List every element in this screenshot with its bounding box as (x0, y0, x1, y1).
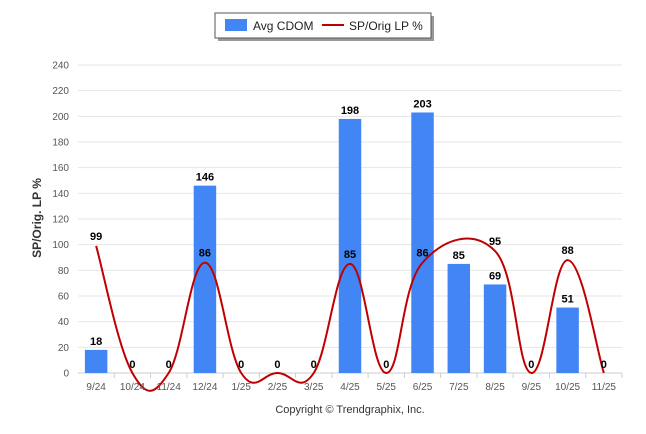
x-tick-label: 2/25 (268, 382, 288, 393)
bar-data-label: 0 (601, 359, 607, 371)
y-tick-label: 240 (52, 61, 69, 72)
line-data-label: 86 (199, 248, 211, 260)
y-axis-label: SP/Orig. LP % (30, 178, 44, 258)
bar-data-label: 69 (489, 270, 501, 282)
x-tick-label: 6/25 (413, 382, 433, 393)
bar-data-label: 18 (90, 336, 102, 348)
bar-data-label: 0 (383, 359, 389, 371)
x-tick-label: 10/24 (120, 382, 145, 393)
bar-data-label: 203 (413, 98, 431, 110)
bar-avg-cdom (411, 112, 434, 373)
bar-data-label: 0 (274, 359, 280, 371)
copyright-footer: Copyright © Trendgraphix, Inc. (275, 404, 424, 416)
legend-label-avg-cdom: Avg CDOM (253, 19, 313, 33)
bar-data-label: 0 (129, 359, 135, 371)
x-tick-label: 7/25 (449, 382, 469, 393)
line-series (95, 237, 605, 392)
bar-avg-cdom (193, 185, 217, 373)
bar-data-label: 0 (166, 359, 172, 371)
bar-series (84, 112, 579, 374)
y-tick-label: 180 (52, 138, 69, 149)
y-tick-label: 20 (58, 343, 70, 354)
legend-swatch-avg-cdom (225, 19, 247, 31)
line-data-label: 95 (489, 236, 501, 248)
bar-data-label: 85 (453, 250, 465, 262)
line-data-label: 99 (90, 231, 102, 243)
x-tick-label: 9/24 (86, 382, 106, 393)
line-data-label: 85 (344, 249, 356, 261)
y-tick-label: 0 (63, 369, 69, 380)
bar-avg-cdom (556, 307, 579, 373)
data-labels: 18 0 0 146 0 0 0 198 0 203 85 69 0 51 0 99 86 85 86 95 88 (90, 98, 607, 371)
y-tick-label: 40 (58, 317, 70, 328)
y-axis-ticks: 0 20 40 60 80 100 120 140 160 180 200 220 240 (52, 61, 69, 380)
x-tick-label: 10/25 (555, 382, 580, 393)
bar-data-label: 0 (311, 359, 317, 371)
y-tick-label: 160 (52, 163, 69, 174)
legend[interactable]: Avg CDOM SP/Orig LP % (214, 12, 434, 41)
bar-data-label: 51 (561, 294, 573, 306)
bar-data-label: 146 (196, 172, 214, 184)
legend-label-sp-orig-lp: SP/Orig LP % (349, 19, 423, 33)
bar-avg-cdom (338, 118, 362, 374)
y-tick-label: 120 (52, 215, 69, 226)
bar-avg-cdom (84, 349, 108, 373)
y-tick-label: 60 (58, 292, 70, 303)
x-tick-label: 9/25 (522, 382, 542, 393)
x-tick-label: 1/25 (231, 382, 251, 393)
bar-avg-cdom (447, 263, 471, 373)
x-tick-label: 12/24 (192, 382, 217, 393)
bar-data-label: 198 (341, 105, 359, 117)
x-tick-label: 8/25 (485, 382, 505, 393)
y-tick-label: 80 (58, 266, 70, 277)
x-tick-label: 5/25 (377, 382, 397, 393)
x-tick-label: 11/24 (157, 382, 182, 393)
y-tick-label: 100 (52, 240, 69, 251)
x-axis-ticks: 9/24 10/24 11/24 12/24 1/25 2/25 3/25 4/25 5/25 6… (86, 373, 623, 393)
y-tick-label: 140 (52, 189, 69, 200)
bar-avg-cdom (483, 284, 507, 373)
x-tick-label: 3/25 (304, 382, 324, 393)
line-data-label: 88 (561, 245, 573, 257)
x-tick-label: 11/25 (592, 382, 617, 393)
y-tick-label: 200 (52, 112, 69, 123)
line-sp-orig-lp (95, 237, 605, 392)
x-tick-label: 4/25 (340, 382, 360, 393)
bar-data-label: 0 (528, 359, 534, 371)
bar-data-label: 0 (238, 359, 244, 371)
line-data-label: 86 (416, 248, 428, 260)
y-tick-label: 220 (52, 86, 69, 97)
